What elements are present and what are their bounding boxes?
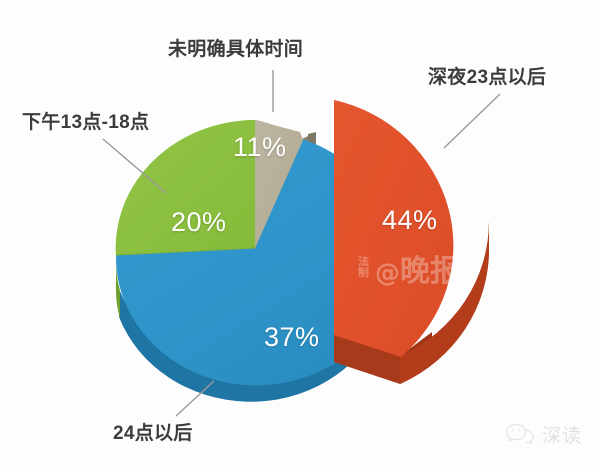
data-label-green: 20% (171, 207, 227, 237)
slice-label-unspecified: 未明确具体时间 (168, 39, 304, 60)
leader-line-afternoon (102, 138, 167, 194)
green-slice-side (115, 255, 120, 319)
green-blue-divider (115, 247, 256, 256)
data-label-tan: 11% (233, 132, 287, 162)
slice-label-late-night: 深夜23点以后 (428, 67, 547, 88)
pie-slice-blue-fill[interactable] (115, 139, 396, 386)
pie-slice-orange-face[interactable] (334, 100, 454, 357)
data-label-orange: 44% (382, 205, 438, 235)
leader-line-late-night (443, 93, 501, 149)
data-label-blue: 37% (264, 322, 320, 352)
leader-line-after-24 (175, 380, 215, 417)
pie-slice-green-top[interactable] (115, 119, 256, 255)
slice-label-afternoon: 下午13点-18点 (22, 112, 150, 133)
pie-slice-tan-wedge (255, 120, 303, 248)
pie-slice-orange-group[interactable] (333, 100, 490, 384)
slice-label-after-24: 24点以后 (113, 423, 193, 444)
